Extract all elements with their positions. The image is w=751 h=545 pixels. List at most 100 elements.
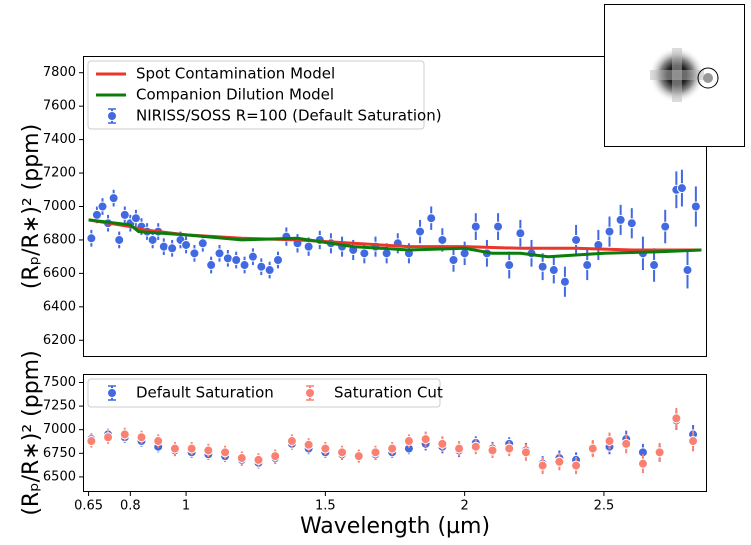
data-point bbox=[239, 260, 250, 271]
data-point bbox=[626, 218, 637, 229]
legend: Default Saturation Saturation Cut bbox=[87, 378, 443, 408]
y-tick-label: 6750 bbox=[43, 446, 76, 461]
panel: 6200 6400 6600 6800 7000 7200 7400 7600 7800 Spot… bbox=[19, 56, 707, 357]
data-point bbox=[520, 447, 531, 458]
data-point bbox=[247, 251, 258, 262]
legend-label: Default Saturation bbox=[136, 384, 274, 402]
data-point bbox=[231, 255, 242, 266]
data-point bbox=[548, 265, 559, 276]
data-point bbox=[582, 260, 593, 271]
data-point bbox=[303, 439, 314, 450]
panel: 6500 6750 7000 7250 7500 0.65 0.8 1 1.5 2 2.5 Defau… bbox=[19, 350, 707, 539]
plot-frame bbox=[83, 56, 707, 357]
model-line bbox=[88, 218, 702, 252]
data-point bbox=[197, 238, 208, 249]
y-tick-label: 6800 bbox=[43, 232, 76, 247]
data-point bbox=[320, 443, 331, 454]
legend-label: NIRISS/SOSS R=100 (Default Saturation) bbox=[136, 107, 442, 125]
y-tick-label: 6400 bbox=[43, 299, 76, 314]
y-tick-label: 7250 bbox=[43, 399, 76, 414]
data-point bbox=[615, 214, 626, 225]
data-point bbox=[108, 193, 119, 204]
data-point bbox=[604, 226, 615, 237]
data-point bbox=[437, 234, 448, 245]
legend-marker bbox=[305, 388, 315, 398]
data-point bbox=[147, 234, 158, 245]
data-point bbox=[203, 445, 214, 456]
legend-marker bbox=[107, 111, 117, 121]
legend-label: Companion Dilution Model bbox=[136, 86, 334, 104]
legend-frame bbox=[87, 378, 441, 408]
data-point bbox=[119, 209, 130, 220]
data-point bbox=[571, 234, 582, 245]
data-point bbox=[181, 239, 192, 250]
legend-label: Saturation Cut bbox=[334, 384, 443, 402]
data-point bbox=[504, 443, 515, 454]
y-tick-label: 6500 bbox=[43, 469, 76, 484]
data-point bbox=[571, 460, 582, 471]
x-tick-label: 1 bbox=[182, 499, 190, 514]
y-tick-label: 7200 bbox=[43, 166, 76, 181]
plot-series bbox=[86, 169, 702, 297]
data-point bbox=[114, 234, 125, 245]
data-point bbox=[470, 221, 481, 232]
data-point bbox=[86, 233, 97, 244]
data-point bbox=[214, 248, 225, 259]
data-point bbox=[387, 443, 398, 454]
inset-image bbox=[604, 4, 745, 147]
data-point bbox=[273, 255, 283, 266]
data-point bbox=[454, 443, 465, 454]
data-point bbox=[303, 241, 314, 252]
data-point bbox=[97, 201, 108, 212]
data-point bbox=[671, 413, 682, 424]
x-tick-label: 2.5 bbox=[594, 499, 615, 514]
data-point bbox=[91, 209, 102, 220]
y-tick-label: 7400 bbox=[43, 132, 76, 147]
data-point bbox=[169, 443, 180, 454]
data-point bbox=[337, 447, 348, 458]
data-point bbox=[587, 443, 598, 454]
data-point bbox=[654, 447, 665, 458]
legend: Spot Contamination Model Companion Diluti… bbox=[87, 60, 442, 130]
data-point bbox=[415, 226, 426, 237]
x-tick-label: 2 bbox=[461, 499, 469, 514]
y-tick-label: 7600 bbox=[43, 99, 76, 114]
data-point bbox=[470, 441, 481, 452]
data-point bbox=[637, 458, 648, 469]
data-point bbox=[690, 201, 701, 212]
data-point bbox=[649, 260, 660, 271]
data-point bbox=[554, 456, 565, 467]
data-point bbox=[688, 436, 699, 447]
data-point bbox=[676, 183, 687, 194]
data-point bbox=[448, 255, 459, 266]
data-point bbox=[103, 432, 114, 443]
data-point bbox=[426, 213, 437, 224]
data-point bbox=[286, 436, 297, 447]
y-tick-label: 7800 bbox=[43, 65, 76, 80]
data-point bbox=[403, 436, 414, 447]
data-point bbox=[264, 265, 275, 276]
data-point bbox=[437, 438, 448, 449]
data-point bbox=[537, 261, 548, 272]
data-point bbox=[206, 260, 217, 271]
data-point bbox=[119, 429, 130, 440]
data-point bbox=[86, 436, 97, 447]
data-point bbox=[370, 447, 381, 458]
data-point bbox=[167, 243, 178, 254]
data-point bbox=[158, 241, 169, 252]
data-point bbox=[186, 443, 197, 454]
data-point bbox=[682, 265, 693, 276]
data-point bbox=[189, 248, 200, 259]
data-point bbox=[136, 432, 147, 443]
x-tick-label: 0.8 bbox=[120, 499, 141, 514]
y-tick-label: 7000 bbox=[43, 422, 76, 437]
data-point bbox=[270, 451, 281, 462]
star-spike bbox=[672, 48, 682, 102]
data-point bbox=[353, 451, 364, 462]
legend-label: Spot Contamination Model bbox=[136, 65, 335, 83]
y-tick-label: 7500 bbox=[43, 375, 76, 390]
data-point bbox=[253, 454, 264, 465]
data-point bbox=[153, 436, 164, 447]
x-tick-label: 1.5 bbox=[315, 499, 336, 514]
